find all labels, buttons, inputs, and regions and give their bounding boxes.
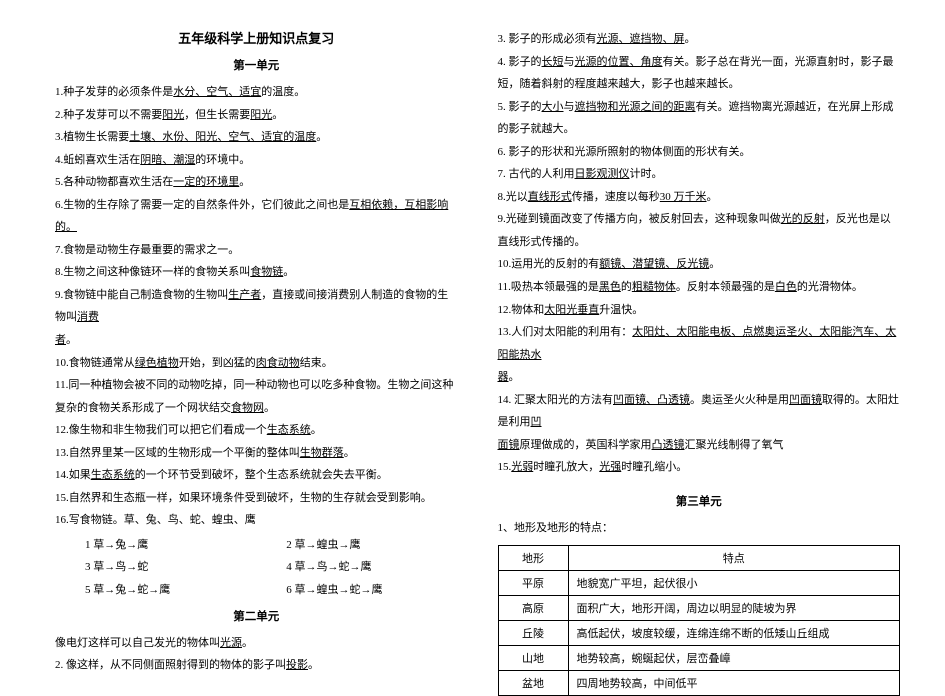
text-line: 1.种子发芽的必须条件是水分、空气、适宜的温度。: [55, 81, 458, 104]
text-line: 6. 影子的形状和光源所照射的物体侧面的形状有关。: [498, 141, 901, 164]
unit2-heading: 第二单元: [55, 608, 458, 624]
unit1-heading: 第一单元: [55, 57, 458, 73]
right-column: 3. 影子的形成必须有光源、遮挡物、屏。 4. 影子的长短与光源的位置、角度有关…: [483, 28, 911, 635]
table-cell: 高低起伏，坡度较缓，连绵连绵不断的低矮山丘组成: [568, 621, 900, 646]
table-cell: 平原: [498, 571, 568, 596]
text-line: 1、地形及地形的特点：: [498, 517, 901, 540]
text-line: 12.物体和太阳光垂直升温快。: [498, 299, 901, 322]
text-line: 15.光弱时瞳孔放大，光强时瞳孔缩小。: [498, 456, 901, 479]
table-row: 高原面积广大，地形开阔，周边以明显的陡坡为界: [498, 596, 900, 621]
text-line: 5. 影子的大小与遮挡物和光源之间的距离有关。遮挡物离光源越近，在光屏上形成的影…: [498, 96, 901, 141]
text-line: 16.写食物链。草、兔、鸟、蛇、蝗虫、鹰: [55, 509, 458, 532]
text-line: 3. 影子的形成必须有光源、遮挡物、屏。: [498, 28, 901, 51]
text-line: 器。: [498, 366, 901, 389]
unit3-heading: 第三单元: [498, 493, 901, 509]
chain-item: 3 草→鸟→蛇: [55, 556, 256, 579]
food-chain-rows: 1 草→兔→鹰2 草→蝗虫→鹰 3 草→鸟→蛇4 草→鸟→蛇→鹰 5 草→兔→蛇…: [55, 534, 458, 602]
text-line: 10.食物链通常从绿色植物开始，到凶猛的肉食动物结束。: [55, 352, 458, 375]
text-line: 14.如果生态系统的一个环节受到破坏，整个生态系统就会失去平衡。: [55, 464, 458, 487]
text-line: 7.食物是动物生存最重要的需求之一。: [55, 239, 458, 262]
text-line: 2.种子发芽可以不需要阳光，但生长需要阳光。: [55, 104, 458, 127]
text-line: 11.同一种植物会被不同的动物吃掉，同一种动物也可以吃多种食物。生物之间这种复杂…: [55, 374, 458, 419]
text-line: 4. 影子的长短与光源的位置、角度有关。影子总在背光一面，光源直射时，影子最短，…: [498, 51, 901, 96]
table-header: 特点: [568, 546, 900, 571]
table-row: 山地地势较高，蜿蜒起伏，层峦叠嶂: [498, 646, 900, 671]
text-line: 12.像生物和非生物我们可以把它们看成一个生态系统。: [55, 419, 458, 442]
text-line: 面镜原理做成的，英国科学家用凸透镜汇聚光线制得了氧气: [498, 434, 901, 457]
table-header: 地形: [498, 546, 568, 571]
text-line: 10.运用光的反射的有额镜、潜望镜、反光镜。: [498, 253, 901, 276]
text-line: 14. 汇聚太阳光的方法有凹面镜、凸透镜。奥运圣火火种是用凹面镜取得的。太阳灶是…: [498, 389, 901, 434]
text-line: 5.各种动物都喜欢生活在一定的环境里。: [55, 171, 458, 194]
chain-item: 5 草→兔→蛇→鹰: [55, 579, 256, 602]
left-column: 五年级科学上册知识点复习 第一单元 1.种子发芽的必须条件是水分、空气、适宜的温…: [45, 28, 483, 635]
chain-item: 1 草→兔→鹰: [55, 534, 256, 557]
table-cell: 地势较高，蜿蜒起伏，层峦叠嶂: [568, 646, 900, 671]
main-title: 五年级科学上册知识点复习: [55, 28, 458, 47]
table-cell: 地貌宽广平坦，起伏很小: [568, 571, 900, 596]
text-line: 4.蚯蚓喜欢生活在阴暗、潮湿的环境中。: [55, 149, 458, 172]
table-row: 平原地貌宽广平坦，起伏很小: [498, 571, 900, 596]
chain-item: 6 草→蝗虫→蛇→鹰: [256, 579, 457, 602]
table-cell: 盆地: [498, 671, 568, 696]
text-line: 11.吸热本领最强的是黑色的粗糙物体。反射本领最强的是白色的光滑物体。: [498, 276, 901, 299]
text-line: 像电灯这样可以自己发光的物体叫光源。: [55, 632, 458, 655]
table-cell: 山地: [498, 646, 568, 671]
terrain-table: 地形 特点 平原地貌宽广平坦，起伏很小 高原面积广大，地形开阔，周边以明显的陡坡…: [498, 545, 901, 696]
chain-item: 2 草→蝗虫→鹰: [256, 534, 457, 557]
text-line: 者。: [55, 329, 458, 352]
text-line: 8.光以直线形式传播，速度以每秒30 万千米。: [498, 186, 901, 209]
table-header-row: 地形 特点: [498, 546, 900, 571]
text-line: 15.自然界和生态瓶一样，如果环境条件受到破坏，生物的生存就会受到影响。: [55, 487, 458, 510]
chain-item: 4 草→鸟→蛇→鹰: [256, 556, 457, 579]
table-cell: 面积广大，地形开阔，周边以明显的陡坡为界: [568, 596, 900, 621]
table-row: 盆地四周地势较高，中间低平: [498, 671, 900, 696]
text-line: 8.生物之间这种像链环一样的食物关系叫食物链。: [55, 261, 458, 284]
table-row: 丘陵高低起伏，坡度较缓，连绵连绵不断的低矮山丘组成: [498, 621, 900, 646]
table-cell: 四周地势较高，中间低平: [568, 671, 900, 696]
table-cell: 丘陵: [498, 621, 568, 646]
text-line: 2. 像这样，从不同侧面照射得到的物体的影子叫投影。: [55, 654, 458, 677]
text-line: 7. 古代的人利用日影观测仪计时。: [498, 163, 901, 186]
text-line: 6.生物的生存除了需要一定的自然条件外，它们彼此之间也是互相依赖，互相影响的。: [55, 194, 458, 239]
table-cell: 高原: [498, 596, 568, 621]
text-line: 3.植物生长需要土壤、水份、阳光、空气、适宜的温度。: [55, 126, 458, 149]
text-line: 13.人们对太阳能的利用有：太阳灶、太阳能电板、点燃奥运圣火、太阳能汽车、太阳能…: [498, 321, 901, 366]
text-line: 13.自然界里某一区域的生物形成一个平衡的整体叫生物群落。: [55, 442, 458, 465]
text-line: 9.食物链中能自己制造食物的生物叫生产者，直接或间接消费别人制造的食物的生物叫消…: [55, 284, 458, 329]
text-line: 9.光碰到镜面改变了传播方向，被反射回去，这种现象叫做光的反射，反光也是以直线形…: [498, 208, 901, 253]
